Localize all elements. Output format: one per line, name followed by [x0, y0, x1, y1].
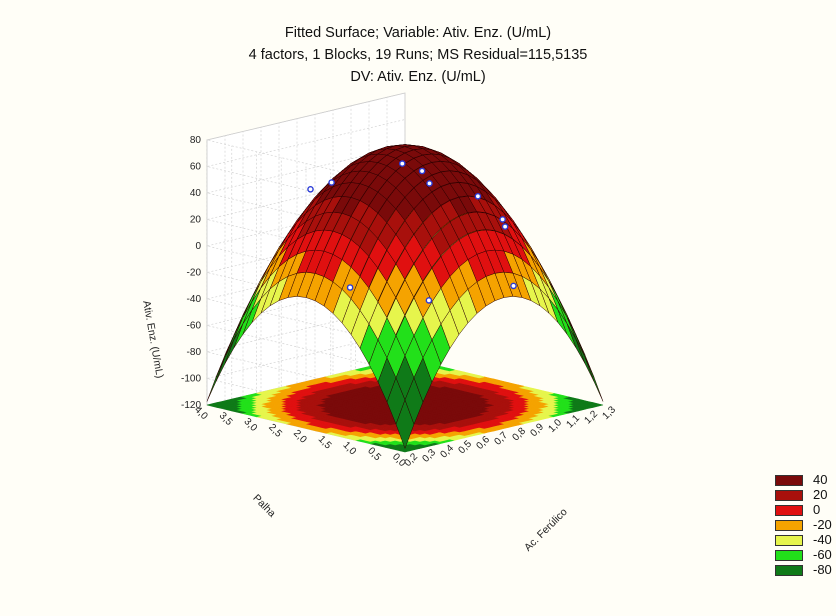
z-tick-label: 20 — [190, 215, 202, 226]
surface-cell — [576, 339, 594, 381]
legend-label: -60 — [813, 547, 832, 562]
observed-point — [426, 298, 431, 303]
y-tick-label: 1,5 — [316, 434, 334, 452]
legend-swatch — [775, 505, 803, 516]
legend-swatch — [775, 550, 803, 561]
x-tick-label: 1,0 — [546, 417, 564, 435]
z-tick-label: -40 — [187, 294, 202, 305]
z-tick-label: 80 — [190, 135, 202, 146]
x-tick-label: 1,3 — [600, 404, 618, 422]
observed-point — [348, 285, 353, 290]
observed-point — [329, 180, 334, 185]
legend-label: 20 — [813, 487, 827, 502]
legend-item: 0 — [775, 504, 836, 516]
legend-swatch — [775, 565, 803, 576]
legend-swatch — [775, 535, 803, 546]
x-tick-label: 0,8 — [510, 426, 528, 444]
legend-item: -20 — [775, 519, 836, 531]
legend-item: -80 — [775, 564, 836, 576]
z-tick-label: -80 — [187, 347, 202, 358]
legend-swatch — [775, 475, 803, 486]
z-tick-label: 40 — [190, 188, 202, 199]
y-tick-label: 3,5 — [217, 410, 235, 428]
x-tick-label: 0,2 — [402, 451, 420, 469]
observed-point — [475, 194, 480, 199]
z-axis-label: Ativ. Enz. (U/mL) — [140, 300, 165, 379]
y-tick-label: 2,0 — [291, 428, 309, 446]
z-tick-label: 60 — [190, 162, 202, 173]
observed-point — [400, 161, 405, 166]
x-axis-label: Ac. Ferúlico — [522, 506, 570, 554]
legend-label: -20 — [813, 517, 832, 532]
observed-point — [500, 217, 505, 222]
z-tick-label: -60 — [187, 321, 202, 332]
legend-label: 40 — [813, 472, 827, 487]
z-tick-label: -20 — [187, 268, 202, 279]
legend-label: 0 — [813, 502, 820, 517]
legend-swatch — [775, 490, 803, 501]
x-tick-label: 1,1 — [564, 413, 582, 431]
y-tick-label: 1,0 — [340, 440, 358, 458]
observed-point — [308, 187, 313, 192]
legend-item: -60 — [775, 549, 836, 561]
z-tick-label: 0 — [195, 241, 201, 252]
z-tick-label: -100 — [181, 374, 201, 385]
x-tick-label: 0,9 — [528, 421, 546, 439]
observed-point — [511, 283, 516, 288]
x-tick-label: 0,5 — [456, 438, 474, 456]
y-tick-label: 0,5 — [365, 446, 383, 464]
legend-swatch — [775, 520, 803, 531]
x-tick-label: 1,2 — [582, 408, 600, 426]
x-tick-label: 0,6 — [474, 434, 492, 452]
legend-item: -40 — [775, 534, 836, 546]
observed-point — [427, 181, 432, 186]
legend-label: -80 — [813, 562, 832, 577]
y-axis-label: Palha — [250, 492, 278, 520]
y-tick-label: 2,5 — [266, 422, 284, 440]
legend-label: -40 — [813, 532, 832, 547]
observed-point — [503, 224, 508, 229]
x-tick-label: 0,7 — [492, 430, 510, 448]
legend-item: 40 — [775, 474, 836, 486]
surface-cell — [567, 324, 585, 364]
x-tick-label: 0,4 — [438, 443, 456, 461]
legend-item: 20 — [775, 489, 836, 501]
observed-point — [420, 168, 425, 173]
surface-cell — [585, 357, 603, 401]
x-tick-label: 0,3 — [420, 447, 438, 465]
y-tick-label: 3,0 — [241, 416, 259, 434]
